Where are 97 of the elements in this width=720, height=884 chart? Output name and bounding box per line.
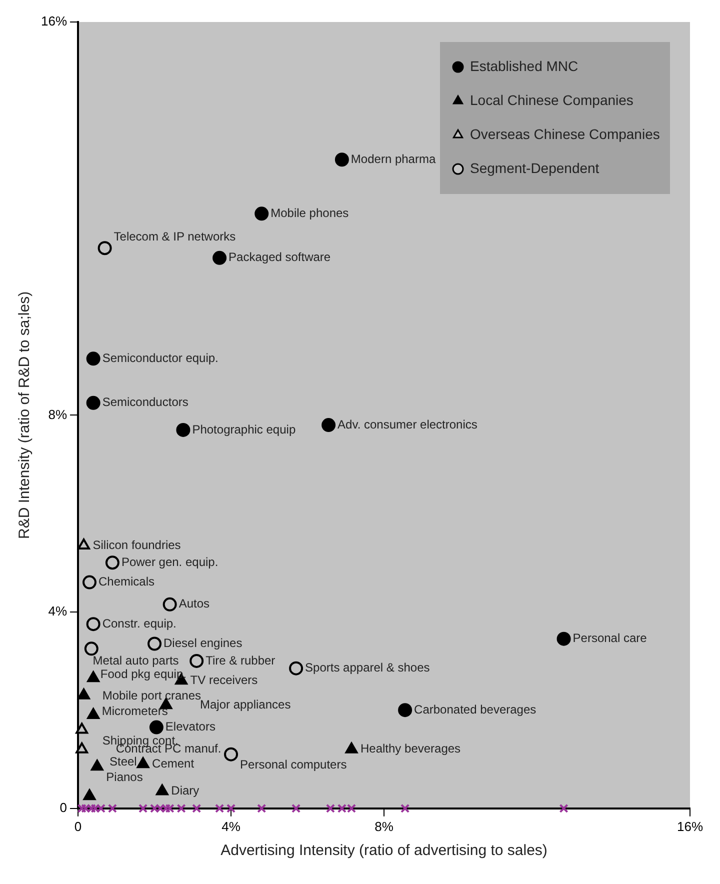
point <box>84 642 98 656</box>
annotation: Photographic equip <box>192 422 296 436</box>
annotation: Telecom & IP networks <box>114 229 236 244</box>
annotation: Tire & rubber <box>206 653 276 668</box>
point <box>87 671 100 682</box>
point <box>337 804 346 813</box>
annotation: Carbonated beverages <box>414 702 536 716</box>
point <box>86 804 96 813</box>
legend-label: Segment-Dependent <box>470 160 600 176</box>
point <box>77 804 86 813</box>
annotation: Food pkg equip. <box>100 666 186 681</box>
point <box>176 422 190 437</box>
point <box>254 206 269 221</box>
annotation: Metal auto parts <box>92 654 179 668</box>
annotation: Diesel engines <box>164 636 242 650</box>
point <box>87 708 100 720</box>
point <box>190 654 204 668</box>
annotation: TV receivers <box>190 672 258 687</box>
point <box>78 688 90 700</box>
point <box>398 703 412 718</box>
point <box>292 804 301 813</box>
y-tick-label: 8% <box>48 406 68 422</box>
x-tick-label: 0 <box>74 818 82 834</box>
annotation: Cement <box>152 756 195 770</box>
point <box>215 804 224 813</box>
point <box>192 804 202 813</box>
annotation: Healthy beverages <box>360 742 461 756</box>
annotation: Adv. consumer electronics <box>338 417 478 432</box>
point <box>346 804 356 813</box>
annotation: Chemicals <box>98 574 155 589</box>
point <box>162 597 177 612</box>
annotation: Constr. equip. <box>102 616 176 630</box>
point <box>96 804 106 813</box>
point <box>165 804 174 813</box>
annotation: Packaged software <box>228 250 331 264</box>
point <box>105 556 120 570</box>
annotation: Diary <box>171 784 200 798</box>
annotation: Silicon foundries <box>92 538 181 552</box>
annotation: Semiconductor equip. <box>102 350 218 365</box>
point <box>556 632 571 646</box>
annotation: Steel <box>109 754 137 768</box>
point <box>257 804 266 813</box>
x-axis-title: Advertising Intensity (ratio of advertising to sales) <box>220 842 548 860</box>
annotation: Sports apparel & shoes <box>305 660 430 675</box>
point <box>559 804 568 813</box>
annotation: Modern pharma <box>350 152 436 166</box>
point <box>86 352 100 366</box>
point <box>81 804 90 813</box>
point <box>148 636 162 651</box>
y-tick-label: 4% <box>48 603 68 618</box>
point <box>76 722 88 734</box>
point <box>156 804 165 813</box>
point <box>156 784 168 796</box>
point <box>98 241 112 256</box>
point <box>161 804 171 813</box>
annotation: Personal computers <box>240 758 347 772</box>
legend-label: Established MNC <box>470 58 578 74</box>
point <box>136 757 150 768</box>
point <box>90 760 104 771</box>
annotation: Autos <box>178 596 210 611</box>
annotation: Elevators <box>165 720 216 734</box>
point <box>78 538 90 550</box>
point <box>345 742 358 754</box>
point <box>400 804 410 813</box>
legend-label: Overseas Chinese Companies <box>470 126 660 142</box>
x-tick-label: 16% <box>676 818 704 834</box>
point <box>334 152 349 167</box>
point <box>90 804 100 813</box>
point <box>76 742 88 754</box>
annotation: Semiconductors <box>102 395 188 410</box>
legend-label: Local Chinese Companies <box>470 92 634 108</box>
point <box>108 804 117 813</box>
annotation: Pianos <box>106 770 143 784</box>
y-tick-label: 16% <box>40 14 68 29</box>
annotation: Major appliances <box>200 697 291 712</box>
point <box>226 804 236 813</box>
annotation: Mobile phones <box>270 206 349 220</box>
annotation: Personal care <box>572 631 648 646</box>
point <box>326 804 335 813</box>
point <box>176 804 186 813</box>
point <box>83 789 96 800</box>
x-tick-label: 8% <box>374 818 394 834</box>
point <box>86 396 100 410</box>
y-tick-label: 0 <box>60 800 68 815</box>
y-axis-title: R&D Intensity (ratio of R&D to sa;les) <box>16 291 34 539</box>
point <box>149 720 164 734</box>
point <box>138 804 148 813</box>
point <box>224 747 238 762</box>
annotation: Power gen. equip. <box>121 554 218 569</box>
annotation: Mobile port cranes <box>102 688 202 702</box>
x-tick-label: 4% <box>222 818 241 834</box>
point <box>212 250 227 265</box>
point <box>322 418 336 432</box>
point <box>289 661 304 676</box>
point <box>82 575 96 590</box>
point <box>150 804 160 813</box>
point <box>86 617 100 632</box>
